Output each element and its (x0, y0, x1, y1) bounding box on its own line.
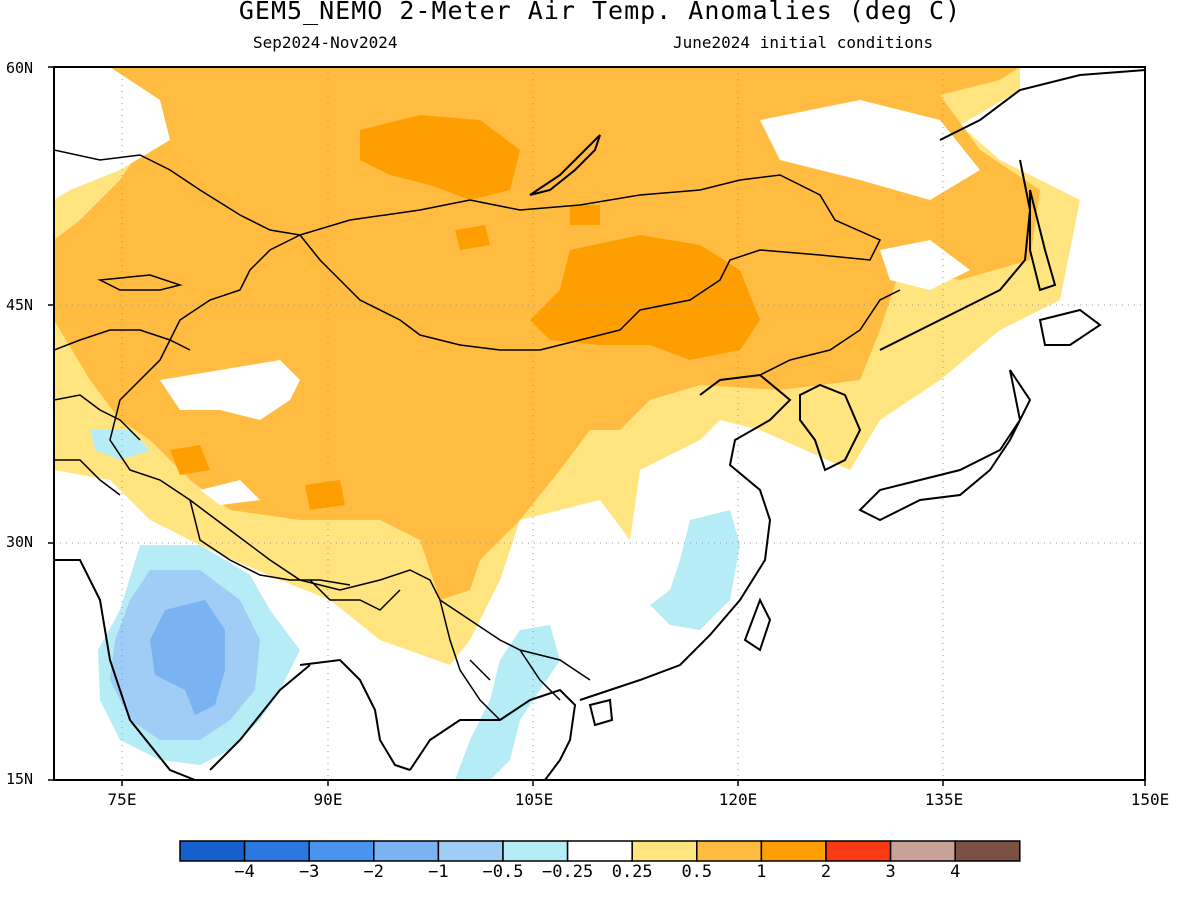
colorbar-swatch (566, 840, 633, 862)
lat-label-30n: 30N (6, 533, 34, 551)
anomaly-region-1-tibet (305, 480, 345, 510)
lon-label-150e: 150E (1130, 790, 1170, 809)
colorbar-label: 4 (950, 862, 961, 882)
anomaly-region-neg0p25-kyrgyz (90, 430, 150, 460)
lon-label-120e: 120E (718, 790, 758, 809)
anomaly-region-1-kashmir (170, 445, 210, 475)
forecast-period: Sep2024-Nov2024 (253, 33, 398, 52)
colorbar (179, 840, 1021, 862)
map-frame (53, 66, 1146, 781)
borders (54, 134, 901, 721)
hainan (588, 698, 614, 727)
russia-kazakhstan-border (54, 149, 301, 236)
russia-pacific-coast (879, 69, 1145, 351)
anomaly-region-neg0p25-china (650, 510, 740, 630)
indochina-coast (409, 688, 577, 780)
sakhalin (1029, 189, 1057, 292)
initial-conditions: June2024 initial conditions (673, 33, 934, 52)
lat-label-45n: 45N (6, 296, 34, 314)
map-title: GEM5_NEMO 2-Meter Air Temp. Anomalies (d… (238, 0, 962, 25)
lat-label-60n: 60N (6, 59, 34, 77)
neutral-patch-northeast (760, 100, 980, 200)
colorbar-swatch (696, 840, 763, 862)
lon-label-90e: 90E (313, 790, 343, 809)
axis-ticks (48, 66, 1146, 786)
neutral-patch-west (160, 360, 300, 420)
china-korea-border (759, 289, 901, 376)
colorbar-label: −1 (428, 862, 449, 882)
lake-balkhash (97, 274, 183, 291)
colorbar-label: −0.25 (542, 862, 594, 882)
central-asia-borders (54, 329, 191, 496)
neutral-patch-northwest (54, 67, 170, 200)
neutral-patch-tibet (200, 480, 260, 505)
colorbar-label: 2 (820, 862, 832, 882)
colorbar-label: 0.25 (611, 862, 653, 882)
anomaly-region-1-north (360, 115, 520, 200)
china-coast (579, 373, 792, 701)
anomaly-region-1-west (455, 225, 490, 250)
colorbar-swatch (308, 840, 375, 862)
lat-label-15n: 15N (6, 770, 34, 788)
colorbar-swatch (631, 840, 698, 862)
colorbar-swatch (373, 840, 440, 862)
colorbar-swatch (760, 840, 827, 862)
colorbar-label: −4 (234, 862, 255, 882)
japan-honshu (858, 369, 1032, 522)
china-west-border (109, 234, 591, 681)
india-coast (54, 559, 311, 780)
mongolia-border (298, 174, 882, 351)
colorbar-label: 1 (756, 862, 767, 882)
colorbar-swatch (502, 840, 569, 862)
colorbar-swatch (179, 840, 246, 862)
colorbar-label: −2 (363, 862, 385, 882)
lon-label-105e: 105E (514, 790, 554, 809)
anomaly-region-1-mongolia (530, 235, 760, 360)
colorbar-label: −3 (298, 862, 320, 882)
anomaly-region-neg0p25-indochina (455, 625, 560, 780)
anomaly-region-1-small (570, 205, 600, 225)
colorbar-swatch (889, 840, 956, 862)
colorbar-swatch (437, 840, 504, 862)
himalaya-borders (189, 499, 401, 611)
lon-label-135e: 135E (924, 790, 964, 809)
bay-of-bengal-coast (299, 658, 411, 771)
coastlines (54, 69, 1145, 780)
colorbar-swatch (243, 840, 310, 862)
colorbar-swatch (954, 840, 1021, 862)
colorbar-label: −0.5 (482, 862, 524, 882)
anomaly-region-neg1-india (150, 600, 225, 715)
anomaly-field (54, 67, 1080, 780)
korea-peninsula (799, 383, 862, 472)
colorbar-swatch (825, 840, 892, 862)
colorbar-label: 3 (885, 862, 896, 882)
lake-baikal (529, 134, 601, 196)
neutral-patch-east (880, 240, 970, 290)
taiwan (743, 597, 772, 652)
lon-label-75e: 75E (107, 790, 137, 809)
hokkaido (1038, 308, 1102, 346)
colorbar-label: 0.5 (681, 862, 713, 882)
indochina-borders (439, 599, 561, 721)
